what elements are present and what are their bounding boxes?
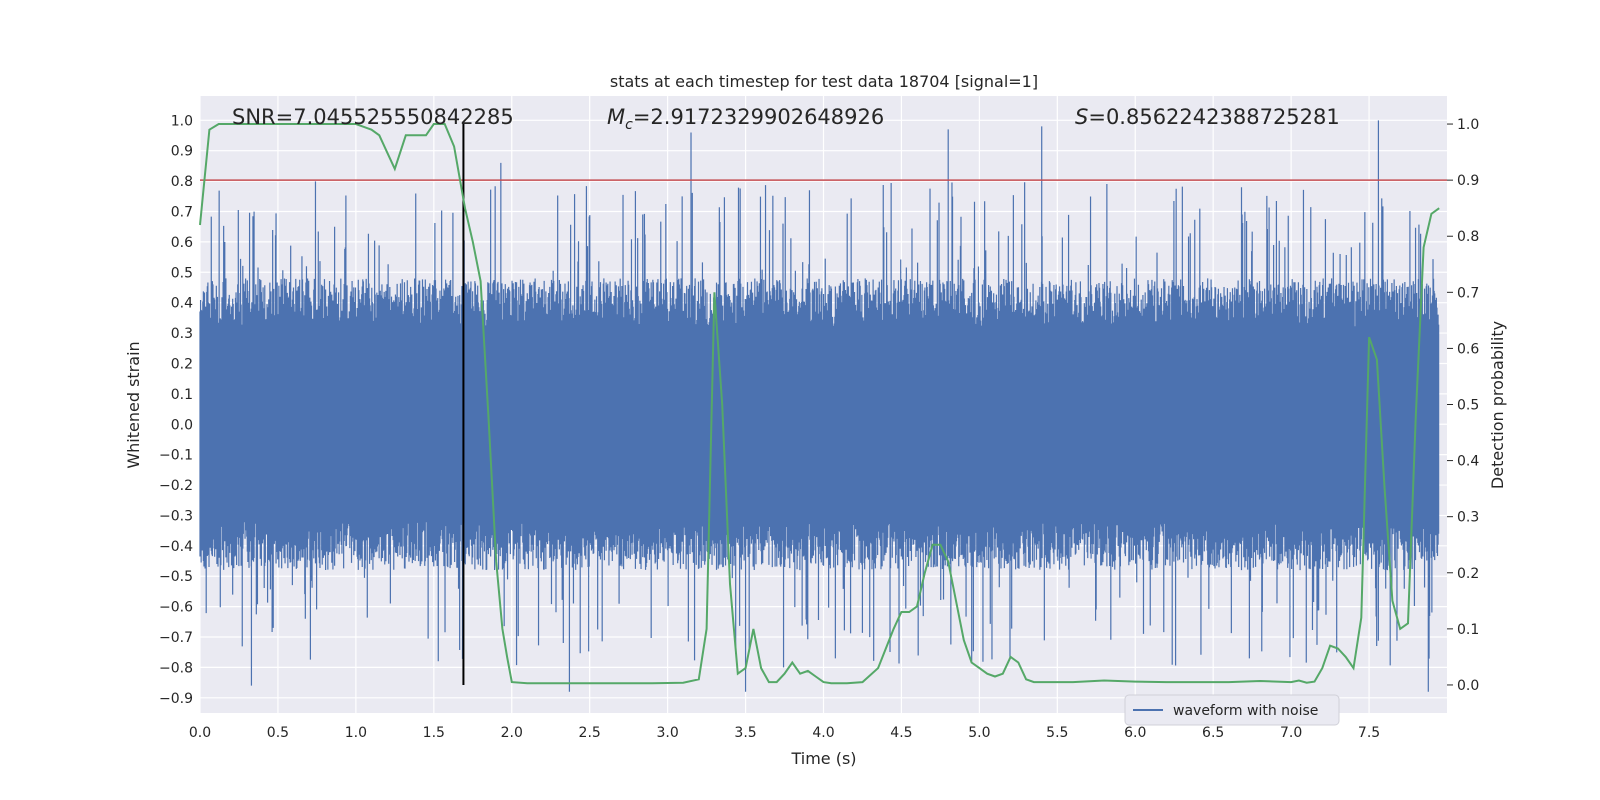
x-tick-label: 3.5	[734, 725, 756, 741]
waveform-with-noise-series	[199, 120, 1440, 692]
y-axis-right-label: Detection probability	[1488, 321, 1507, 489]
x-tick-label: 4.0	[812, 725, 834, 741]
y-left-tick-label: −0.4	[159, 539, 193, 555]
detection-probability-series	[199, 123, 1440, 685]
snr-annotation: SNR=7.045525550842285	[232, 105, 514, 129]
x-tick-label: 1.5	[423, 725, 445, 741]
y-right-tick-label: 1.0	[1457, 117, 1479, 133]
y-left-tick-label: 0.1	[171, 387, 193, 403]
x-tick-label: 0.0	[189, 725, 211, 741]
chirp-mass-symbol: M	[607, 105, 625, 129]
y-right-tick-label: 0.5	[1457, 398, 1479, 414]
y-right-tick-label: 0.9	[1457, 173, 1479, 189]
y-right-tick-label: 0.6	[1457, 341, 1479, 357]
y-right-tick-label: 0.8	[1457, 229, 1479, 245]
y-left-tick-label: 0.8	[171, 174, 193, 190]
x-tick-label: 7.5	[1358, 725, 1380, 741]
chirp-mass-value: =2.9172329902648926	[633, 105, 884, 129]
y-right-tick-label: 0.0	[1457, 678, 1479, 694]
y-right-tick-label: 0.4	[1457, 454, 1479, 470]
y-axis-right-ticks: 1.0 0.9 0.8 0.7 0.6 0.5 0.4 0.3 0.2 0.1 0.0	[1447, 117, 1479, 694]
y-left-tick-label: −0.9	[159, 691, 193, 707]
y-right-tick-label: 0.1	[1457, 622, 1479, 638]
y-left-tick-label: 0.0	[171, 417, 193, 433]
y-left-tick-label: −0.6	[159, 600, 193, 616]
chart-title: stats at each timestep for test data 187…	[610, 72, 1038, 91]
x-tick-label: 0.5	[267, 725, 289, 741]
y-right-tick-label: 0.3	[1457, 510, 1479, 526]
x-tick-label: 1.0	[345, 725, 367, 741]
y-left-tick-label: 0.5	[171, 265, 193, 281]
y-left-tick-label: 1.0	[171, 113, 193, 129]
y-left-tick-label: −0.7	[159, 630, 193, 646]
x-tick-label: 2.5	[579, 725, 601, 741]
y-left-tick-label: −0.5	[159, 569, 193, 585]
y-left-tick-label: 0.3	[171, 326, 193, 342]
chirp-mass-subscript: c	[625, 117, 633, 133]
s-value: =0.8562242388725281	[1088, 105, 1339, 129]
x-tick-label: 6.0	[1124, 725, 1146, 741]
legend-box	[1124, 694, 1340, 726]
legend-label: waveform with noise	[1173, 703, 1318, 719]
x-tick-label: 4.5	[890, 725, 912, 741]
y-left-tick-label: 0.6	[171, 235, 193, 251]
y-left-tick-label: −0.3	[159, 508, 193, 524]
y-right-tick-label: 0.2	[1457, 566, 1479, 582]
s-annotation: S=0.8562242388725281	[1075, 105, 1340, 129]
chirp-mass-annotation: Mc=2.9172329902648926	[607, 105, 884, 133]
x-tick-label: 5.0	[968, 725, 990, 741]
y-right-tick-label: 0.7	[1457, 285, 1479, 301]
y-axis-left-ticks: 1.0 0.9 0.8 0.7 0.6 0.5 0.4 0.3 0.2 0.1 0.0 −0.1 −0.…	[159, 113, 193, 706]
y-axis-left-label: Whitened strain	[124, 341, 143, 468]
x-tick-label: 5.5	[1046, 725, 1068, 741]
x-tick-label: 7.0	[1280, 725, 1302, 741]
legend: waveform with noise	[1124, 694, 1340, 726]
y-left-tick-label: −0.1	[159, 448, 193, 464]
waveform-path	[199, 120, 1440, 692]
x-axis-label: Time (s)	[790, 749, 856, 768]
x-axis-ticks: 0.0 0.5 1.0 1.5 2.0 2.5 3.0 3.5 4.0 4.5 5.0 5.5 6.0 6…	[189, 725, 1380, 741]
y-left-tick-label: −0.2	[159, 478, 193, 494]
y-left-tick-label: −0.8	[159, 660, 193, 676]
y-left-tick-label: 0.4	[171, 296, 193, 312]
x-tick-label: 6.5	[1202, 725, 1224, 741]
x-tick-label: 3.0	[656, 725, 678, 741]
x-tick-label: 2.0	[501, 725, 523, 741]
s-symbol: S	[1075, 105, 1088, 129]
y-left-tick-label: 0.9	[171, 144, 193, 160]
y-left-tick-label: 0.2	[171, 356, 193, 372]
y-left-tick-label: 0.7	[171, 204, 193, 220]
